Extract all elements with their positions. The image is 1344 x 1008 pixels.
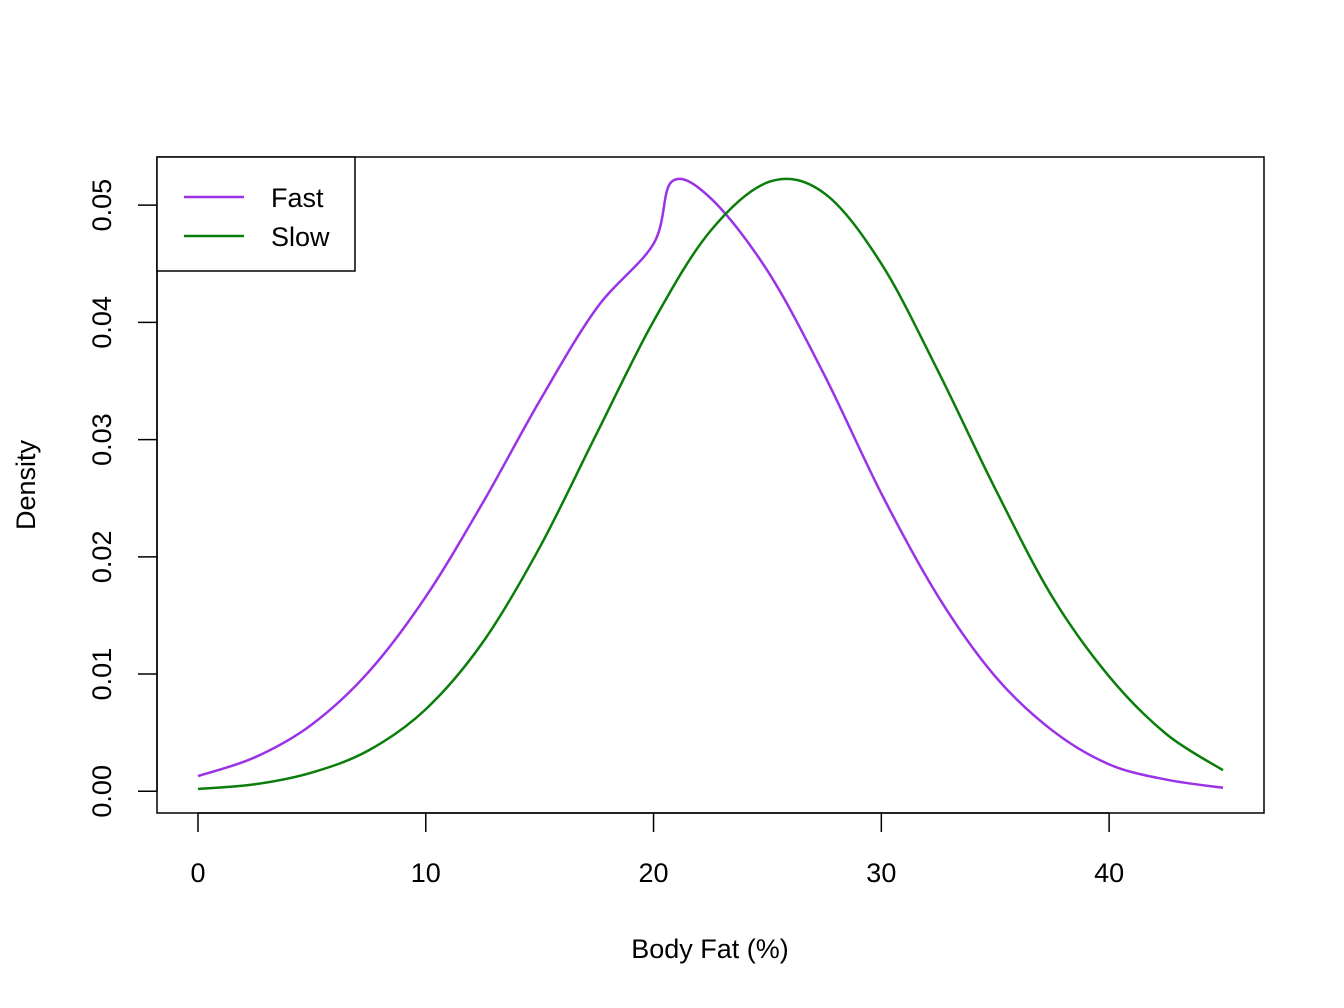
y-tick-label: 0.03 [87,413,117,466]
legend-label-fast: Fast [271,183,324,213]
y-axis-label: Density [11,439,41,530]
legend-label-slow: Slow [271,222,330,252]
y-tick-label: 0.00 [87,765,117,818]
series-line-slow [197,177,1224,791]
x-axis-label: Body Fat (%) [631,934,789,964]
legend: Fast Slow [156,156,356,272]
x-tick-label: 10 [411,858,441,888]
x-tick-label: 40 [1094,858,1124,888]
x-axis: 0 10 20 30 40 [190,812,1124,888]
x-tick-label: 0 [190,858,205,888]
y-tick-label: 0.01 [87,648,117,701]
y-tick-label: 0.05 [87,179,117,232]
x-tick-label: 20 [639,858,669,888]
series-line-fast [197,177,1224,790]
y-tick-label: 0.02 [87,531,117,584]
x-tick-label: 30 [866,858,896,888]
legend-box [156,156,356,272]
y-tick-label: 0.04 [87,296,117,349]
series-layer [197,177,1224,791]
y-axis: 0.00 0.01 0.02 0.03 0.04 0.05 [87,179,158,818]
